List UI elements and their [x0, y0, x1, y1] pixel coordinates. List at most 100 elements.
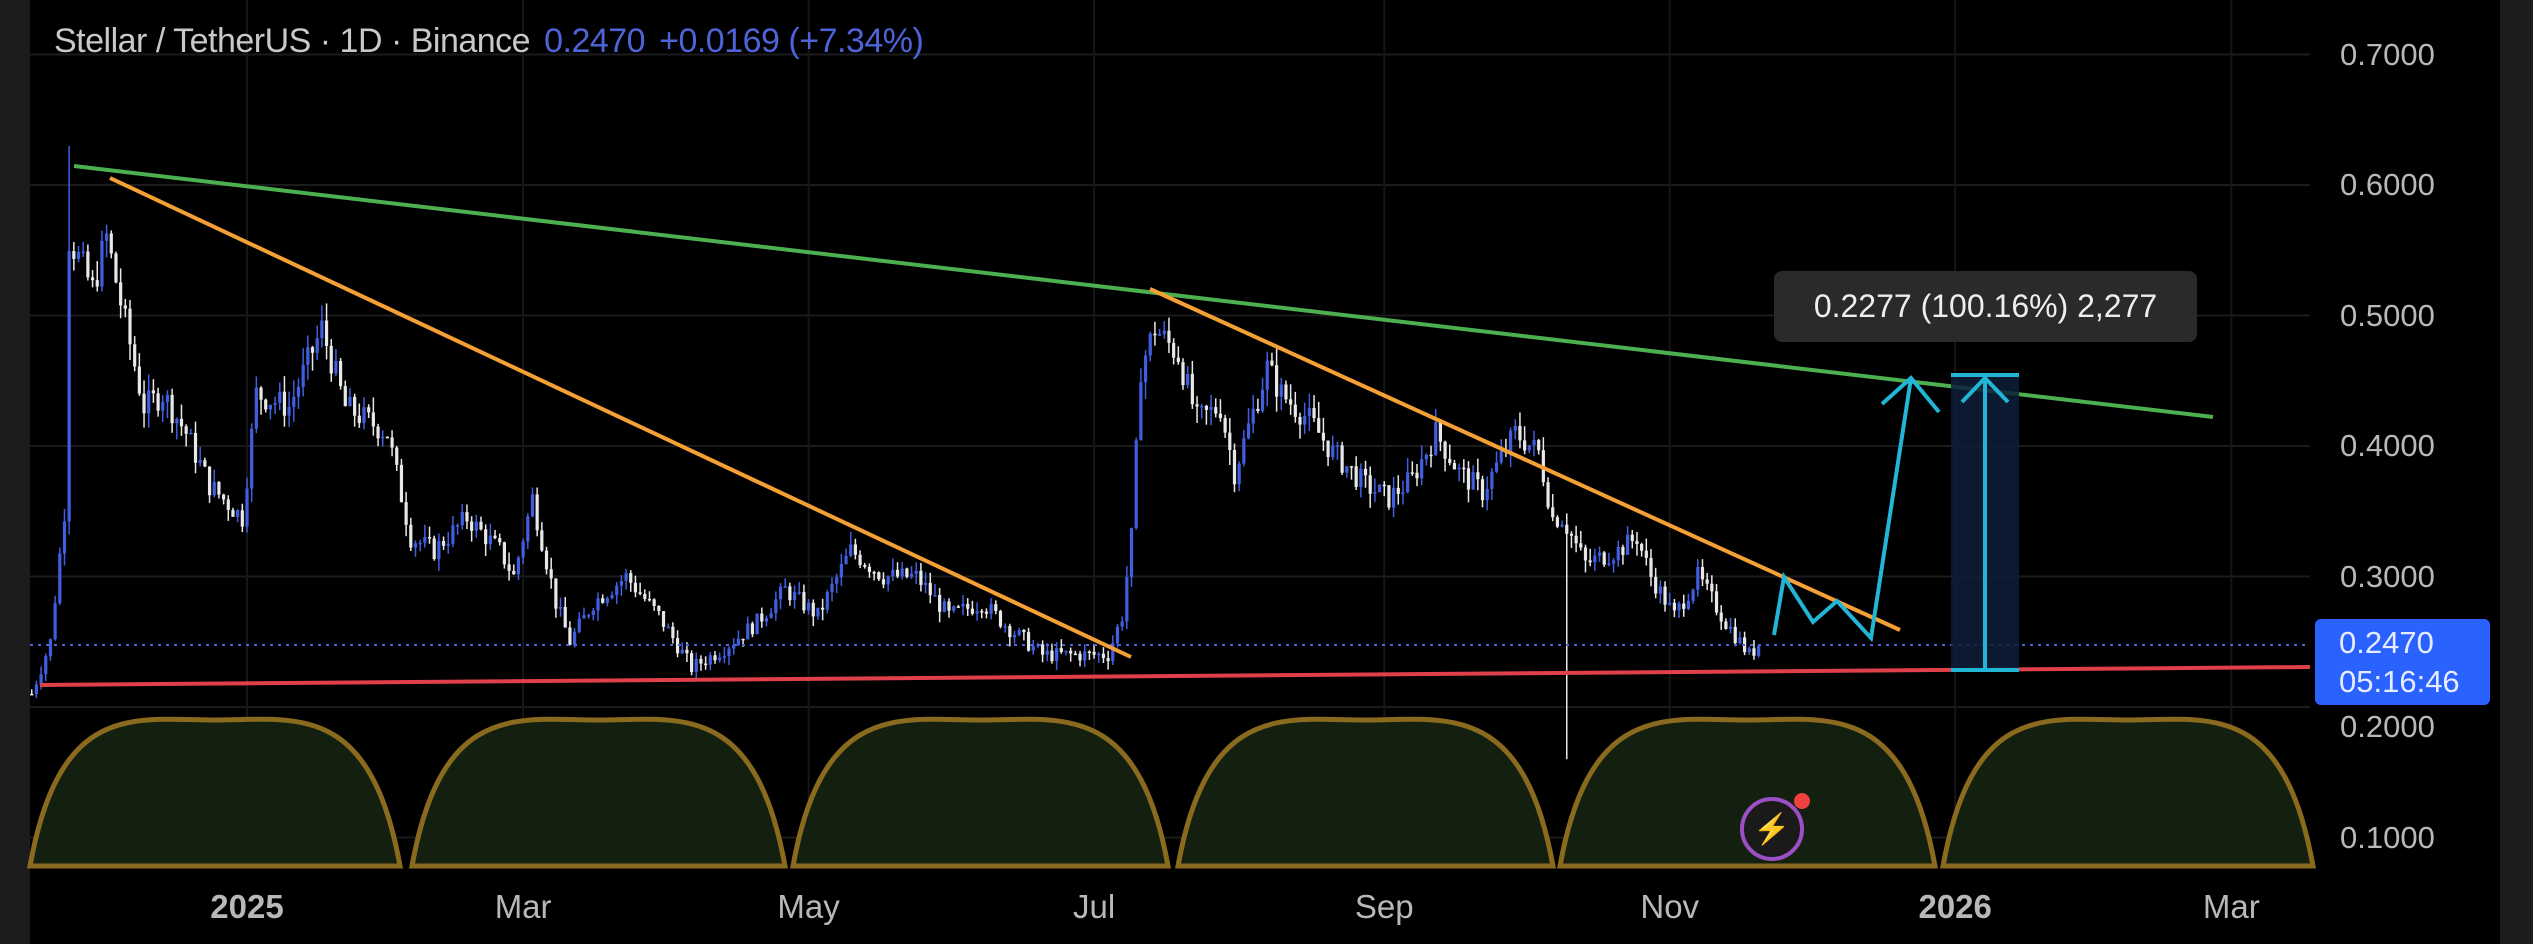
candle-body [980, 611, 984, 613]
candle-body [1719, 612, 1723, 622]
candle-body [647, 598, 652, 601]
candle-body [704, 663, 708, 666]
candle-body [657, 605, 661, 612]
candle-body [296, 386, 301, 397]
candle-body [577, 618, 581, 632]
candle-body [1630, 534, 1634, 542]
candle-body [259, 387, 263, 400]
candle-body [956, 606, 960, 608]
candle-body [86, 251, 90, 278]
candle-body [1087, 651, 1091, 654]
candle-body [1476, 472, 1480, 480]
candle-body [334, 361, 338, 374]
candle-body [62, 521, 67, 554]
candle-body [1705, 579, 1709, 584]
candle-body [1120, 621, 1124, 627]
time-tick: 2025 [210, 888, 284, 925]
candle-body [385, 436, 389, 439]
candle-body [1073, 653, 1077, 656]
resistance-line-green[interactable] [73, 164, 2214, 419]
candle-body [708, 655, 712, 665]
trendline-orange-1[interactable] [109, 176, 1132, 659]
candle-body [1312, 407, 1316, 419]
candle-body [404, 502, 408, 525]
candle-body [413, 543, 418, 548]
candle-body [1349, 466, 1354, 468]
projection-path[interactable] [1772, 375, 1941, 643]
candle-body [48, 639, 53, 657]
candle-body [474, 521, 478, 531]
candle-body [984, 611, 989, 614]
candle-body [1686, 600, 1691, 609]
candle-body [807, 602, 811, 611]
candle-body [507, 564, 511, 571]
candle-body [254, 387, 258, 429]
candle-body [633, 582, 638, 593]
time-tick: May [777, 888, 840, 925]
candle-body [1649, 557, 1653, 577]
candle-body [928, 582, 932, 596]
candle-body [830, 583, 834, 593]
candle-body [1691, 589, 1695, 601]
candle-body [1223, 418, 1227, 433]
symbol-header[interactable]: Stellar / TetherUS · 1D · Binance 0.2470 +… [54, 22, 924, 61]
candle-body [891, 569, 895, 577]
candle-body [1513, 425, 1517, 431]
support-line-red[interactable] [39, 665, 2311, 687]
candle-body [1317, 418, 1321, 433]
candle-body [554, 578, 558, 609]
candle-body [938, 595, 942, 612]
candle-body [1115, 626, 1120, 644]
price-change: +0.0169 (+7.34%) [659, 22, 924, 60]
candle-body [1125, 577, 1129, 622]
candle-body [114, 253, 118, 283]
candle-body [591, 610, 595, 615]
price-tick: 0.7000 [2340, 36, 2435, 72]
measure-tooltip: 0.2277 (100.16%) 2,277 [1774, 271, 2197, 342]
candle-body [123, 305, 127, 309]
candle-body [675, 638, 680, 654]
candle-body [1635, 541, 1639, 544]
candle-body [282, 391, 287, 416]
candle-body [1700, 566, 1705, 580]
candle-body [1733, 626, 1737, 644]
candle-body [1092, 651, 1096, 655]
candle-body [357, 415, 361, 423]
candle-body [615, 585, 619, 596]
measure-range-lines[interactable] [1951, 373, 2019, 672]
lightning-bolt-icon[interactable]: ⚡ [1740, 797, 1804, 861]
candle-body [1153, 333, 1157, 336]
trendline-orange-2[interactable] [1149, 287, 1901, 632]
candle-body [1190, 373, 1194, 405]
candle-body [1181, 362, 1185, 386]
candle-body [741, 638, 745, 641]
candle-body [1480, 479, 1485, 501]
candle-body [802, 592, 806, 611]
candle-body [1345, 466, 1349, 473]
candle-body [727, 648, 731, 657]
candle-body [268, 404, 272, 410]
candle-body [886, 576, 890, 585]
price-tick: 0.2000 [2340, 709, 2435, 744]
candle-body [207, 466, 212, 496]
candle-body [76, 251, 81, 259]
candle-body [994, 604, 998, 612]
candle-body [1069, 650, 1073, 654]
candle-body [1050, 650, 1054, 662]
candle-body [1293, 404, 1297, 417]
candle-body [1494, 462, 1499, 472]
candle-body [362, 407, 366, 423]
candle-body [512, 570, 516, 575]
candle-body [137, 366, 141, 394]
candle-body [198, 460, 202, 463]
candle-body [95, 280, 99, 287]
candle-body [1546, 482, 1550, 508]
candle-body [1148, 333, 1152, 356]
candle-body [1218, 413, 1223, 419]
candle-body [203, 460, 207, 467]
candle-body [1143, 355, 1148, 383]
candle-body [1158, 334, 1162, 336]
candle-body [427, 537, 432, 539]
time-tick: Jul [1072, 888, 1116, 925]
